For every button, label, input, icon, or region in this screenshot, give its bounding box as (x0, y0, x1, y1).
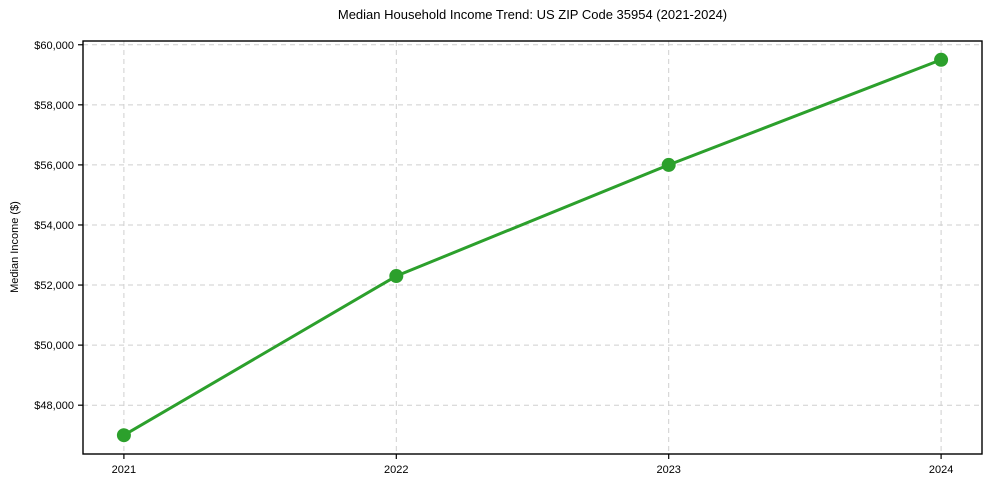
y-tick-label: $58,000 (34, 100, 74, 112)
data-point (934, 52, 949, 67)
y-tick-label: $56,000 (34, 160, 74, 172)
x-tick-label: 2023 (656, 464, 680, 476)
y-tick-label: $50,000 (34, 340, 74, 352)
y-tick-label: $52,000 (34, 280, 74, 292)
x-tick-label: 2021 (112, 464, 136, 476)
chart-title: Median Household Income Trend: US ZIP Co… (337, 7, 728, 22)
trend-line (122, 58, 943, 437)
data-point (389, 269, 404, 284)
x-tick-label: 2024 (929, 464, 953, 476)
y-tick-label: $54,000 (34, 220, 74, 232)
axes-frame (82, 40, 983, 455)
y-tick-label: $60,000 (34, 40, 74, 52)
x-tick-label: 2022 (384, 464, 408, 476)
data-point (116, 428, 131, 443)
y-tick-label: $48,000 (34, 400, 74, 412)
data-point (661, 157, 676, 172)
